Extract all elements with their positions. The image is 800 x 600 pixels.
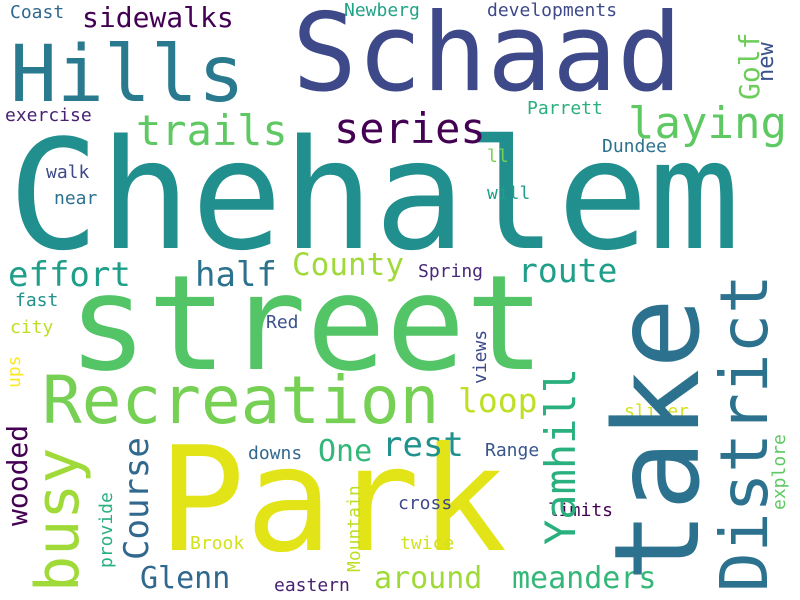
- word-loop: loop: [458, 381, 538, 420]
- word-red: Red: [266, 312, 299, 333]
- word-near: near: [54, 188, 98, 209]
- word-busy: busy: [23, 447, 93, 593]
- word-city: city: [10, 317, 54, 338]
- word-exercise: exercise: [5, 105, 92, 126]
- word-coast: Coast: [10, 2, 65, 23]
- word-park: Park: [158, 416, 508, 585]
- word-provide: provide: [96, 492, 117, 568]
- word-one: One: [318, 434, 373, 469]
- word-trails: trails: [136, 106, 288, 155]
- word-dundee: Dundee: [602, 136, 668, 157]
- word-downs: downs: [248, 443, 303, 464]
- word-around: around: [374, 561, 483, 596]
- word-sidewalks: sidewalks: [82, 1, 234, 34]
- word-chehalem: Chehalem: [8, 107, 741, 284]
- word-explore: explore: [769, 434, 790, 510]
- word-ups: ups: [4, 355, 25, 388]
- word-developments: developments: [487, 0, 618, 21]
- word-views: views: [470, 329, 491, 384]
- word-wooded: wooded: [1, 424, 34, 526]
- word-new: new: [754, 42, 779, 82]
- word-schaad: Schaad: [292, 0, 683, 116]
- word-brook: Brook: [190, 533, 245, 554]
- word-limits: limits: [548, 500, 614, 521]
- word-meanders: meanders: [512, 561, 657, 596]
- word-spring: Spring: [418, 261, 484, 282]
- word-route: route: [518, 251, 618, 290]
- word-eastern: eastern: [274, 575, 350, 596]
- word-range: Range: [485, 440, 540, 461]
- word-fast: fast: [15, 290, 59, 311]
- word-district: District: [706, 274, 783, 592]
- word-county: County: [292, 247, 404, 283]
- word-hills: Hills: [10, 30, 245, 120]
- word-effort: effort: [8, 255, 131, 295]
- word-recreation: Recreation: [42, 362, 440, 439]
- word-yamhill: Yamhill: [536, 367, 585, 545]
- word-street: street: [68, 247, 545, 401]
- word-take: take: [588, 297, 726, 582]
- word-parrett: Parrett: [527, 98, 603, 119]
- word-half: half: [195, 255, 277, 295]
- word-laying: laying: [628, 98, 787, 149]
- word-glenn: Glenn: [140, 561, 231, 596]
- word-walk: walk: [46, 162, 90, 183]
- word-rest: rest: [382, 425, 464, 465]
- word-series: series: [334, 104, 486, 153]
- word-twice: twice: [400, 533, 455, 554]
- word-course: Course: [117, 437, 157, 560]
- word-newberg: Newberg: [344, 0, 420, 21]
- word-sliver: sliver: [624, 401, 690, 422]
- word-cross: cross: [398, 493, 453, 514]
- word-will: will: [487, 183, 531, 204]
- word-mountain: Mountain: [344, 485, 365, 572]
- word-ll: ll: [487, 146, 509, 167]
